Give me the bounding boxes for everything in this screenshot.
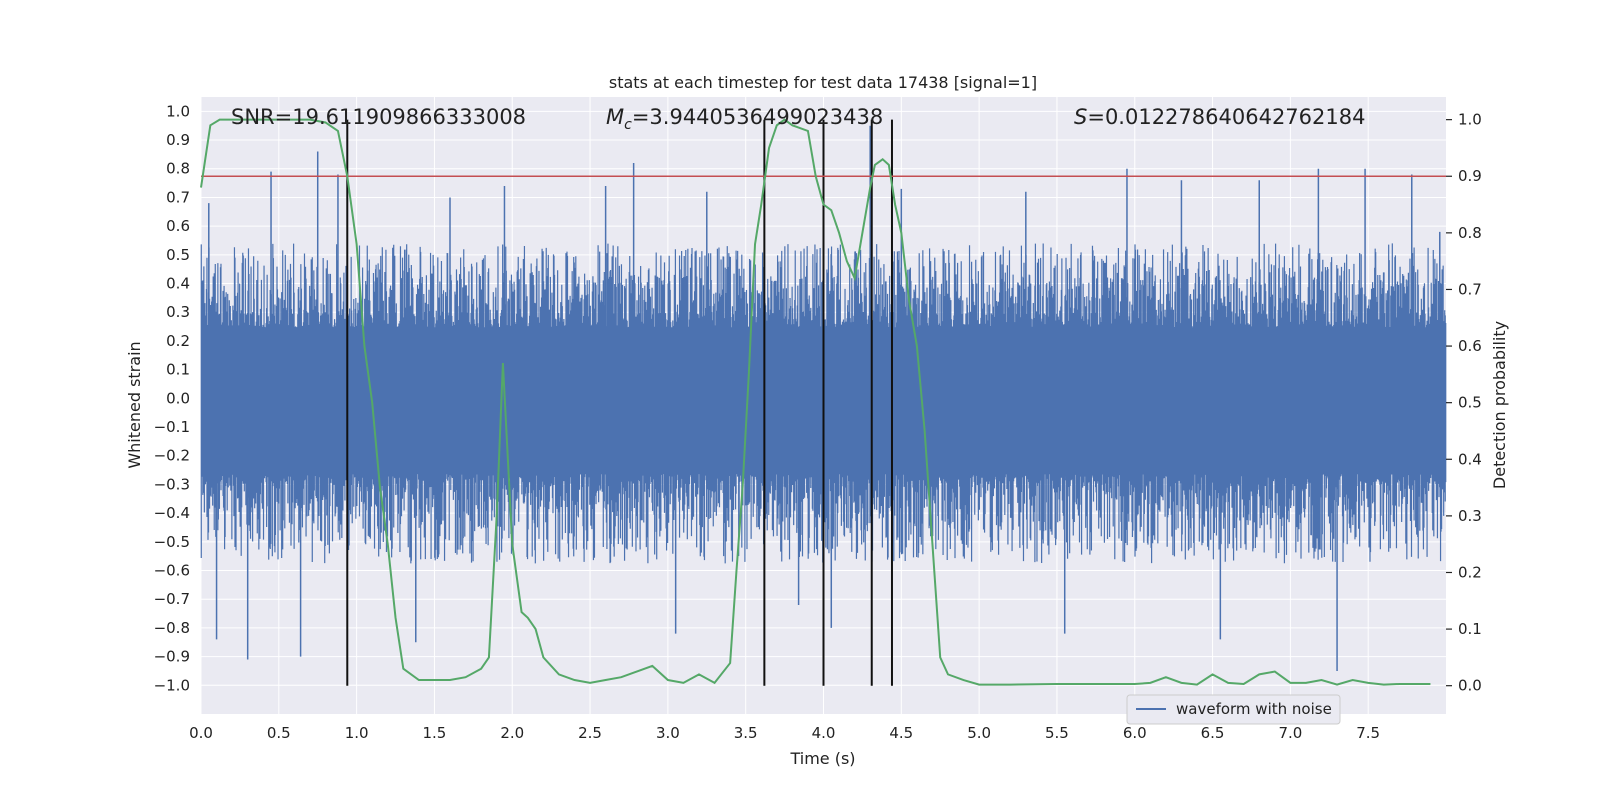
left-y-axis-label: Whitened strain — [125, 341, 144, 468]
chart-title: stats at each timestep for test data 174… — [609, 73, 1037, 92]
left-y-tick-label-4: 0.6 — [166, 217, 190, 235]
right-y-axis-ticks: 1.0 0.9 0.8 0.7 0.6 0.5 0.4 0.3 0.2 0.1 0.0 — [1446, 111, 1482, 695]
detection-probability-series — [200, 118, 1431, 686]
right-y-tick-label-10: 0.0 — [1458, 677, 1482, 695]
right-y-tick-label-3: 0.7 — [1458, 280, 1482, 298]
left-y-tick-label-9: 0.1 — [166, 361, 190, 379]
x-tick-label-2: 1.0 — [345, 724, 369, 742]
left-y-tick-label-15: −0.5 — [154, 533, 190, 551]
left-y-tick-label-16: −0.6 — [154, 562, 190, 580]
left-y-tick-label-11: −0.1 — [154, 418, 190, 436]
left-y-tick-label-14: −0.4 — [154, 504, 190, 522]
s-value: =0.012278640642762184 — [1087, 105, 1365, 129]
x-tick-label-14: 7.0 — [1278, 724, 1302, 742]
right-y-tick-label-7: 0.3 — [1458, 507, 1482, 525]
right-y-tick-label-1: 0.9 — [1458, 167, 1482, 185]
left-y-tick-label-0: 1.0 — [166, 102, 190, 120]
left-y-tick-label-13: −0.3 — [154, 475, 190, 493]
x-tick-label-1: 0.5 — [267, 724, 291, 742]
legend-waveform-label: waveform with noise — [1176, 700, 1332, 718]
x-tick-label-6: 3.0 — [656, 724, 680, 742]
chirp-mass-subscript: c — [624, 117, 632, 133]
x-tick-label-5: 2.5 — [578, 724, 602, 742]
right-y-tick-label-4: 0.6 — [1458, 337, 1482, 355]
x-tick-label-13: 6.5 — [1201, 724, 1225, 742]
left-y-tick-label-8: 0.2 — [166, 332, 190, 350]
detection-markers — [346, 119, 893, 686]
legend: waveform with noise — [1126, 694, 1341, 725]
left-y-tick-label-5: 0.5 — [166, 246, 190, 264]
left-y-tick-label-2: 0.8 — [166, 160, 190, 178]
left-y-tick-label-17: −0.7 — [154, 590, 190, 608]
right-y-tick-label-9: 0.1 — [1458, 620, 1482, 638]
right-y-tick-label-8: 0.2 — [1458, 563, 1482, 581]
left-y-tick-label-1: 0.9 — [166, 131, 190, 149]
left-y-tick-label-10: 0.0 — [166, 389, 190, 407]
x-tick-label-4: 2.0 — [500, 724, 524, 742]
right-y-tick-label-0: 1.0 — [1458, 111, 1482, 129]
waveform-with-noise-series — [200, 125, 1447, 671]
x-tick-label-15: 7.5 — [1356, 724, 1380, 742]
x-tick-label-10: 5.0 — [967, 724, 991, 742]
left-y-tick-label-18: −0.8 — [154, 619, 190, 637]
x-tick-label-7: 3.5 — [734, 724, 758, 742]
left-y-tick-label-19: −0.9 — [154, 648, 190, 666]
chirp-mass-annotation: Mc=3.9440536499023438 — [606, 105, 883, 133]
snr-annotation: SNR=19.611909866333008 — [231, 105, 526, 129]
x-tick-label-8: 4.0 — [812, 724, 836, 742]
left-y-tick-label-6: 0.4 — [166, 275, 190, 293]
x-tick-label-9: 4.5 — [889, 724, 913, 742]
right-y-axis-label: Detection probability — [1490, 321, 1509, 489]
legend-box — [1126, 694, 1341, 725]
s-annotation: S=0.012278640642762184 — [1074, 105, 1365, 129]
x-tick-label-0: 0.0 — [189, 724, 213, 742]
detection-probability-line — [200, 118, 1431, 686]
right-y-tick-label-2: 0.8 — [1458, 224, 1482, 242]
x-axis-ticks: 0.0 0.5 1.0 1.5 2.0 2.5 3.0 3.5 4.0 4.5 5.0 5.5 6.0 6… — [189, 724, 1380, 742]
left-y-tick-label-12: −0.2 — [154, 447, 190, 465]
chirp-mass-symbol: M — [606, 105, 624, 129]
x-axis-label: Time (s) — [789, 749, 855, 768]
right-y-tick-label-6: 0.4 — [1458, 450, 1482, 468]
x-tick-label-3: 1.5 — [423, 724, 447, 742]
left-y-tick-label-3: 0.7 — [166, 188, 190, 206]
x-tick-label-12: 6.0 — [1123, 724, 1147, 742]
left-y-axis-ticks: 1.0 0.9 0.8 0.7 0.6 0.5 0.4 0.3 0.2 0.1 0.0 −0.1 −0.… — [154, 102, 190, 694]
s-symbol: S — [1074, 105, 1087, 129]
right-y-tick-label-5: 0.5 — [1458, 394, 1482, 412]
left-y-tick-label-7: 0.3 — [166, 303, 190, 321]
left-y-tick-label-20: −1.0 — [154, 676, 190, 694]
chirp-mass-value: =3.9440536499023438 — [632, 105, 883, 129]
x-tick-label-11: 5.5 — [1045, 724, 1069, 742]
